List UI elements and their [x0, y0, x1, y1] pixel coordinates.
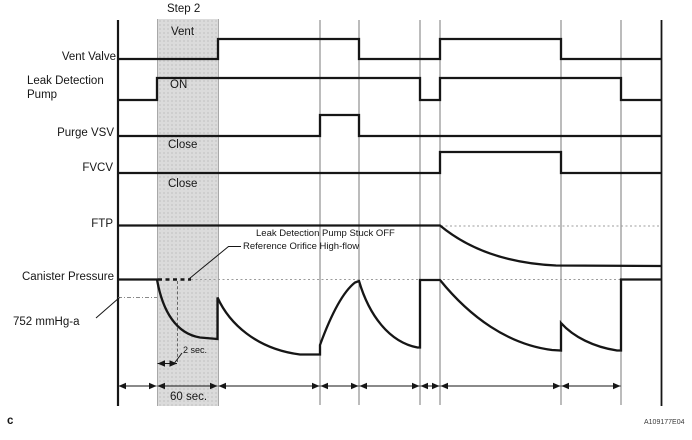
purge-close-state-label: Close	[168, 138, 198, 151]
timeline-segment-0-arrow-left	[118, 382, 126, 390]
timeline-segment-2-arrow-left	[218, 382, 226, 390]
stuck-off-leader	[189, 246, 241, 279]
row-label-vent-valve: Vent Valve	[61, 51, 116, 63]
signal-waveforms	[118, 37, 662, 356]
fvcv-waveform	[118, 150, 662, 175]
timeline-segment-3-arrow-right	[351, 382, 359, 390]
timeline-segment-3-arrow-left	[320, 382, 328, 390]
row-label-leak-detection-line1: Leak Detection	[27, 75, 104, 87]
purge-vsv-waveform	[118, 113, 662, 138]
annotation-leader-lines	[95, 246, 241, 364]
duration-2sec-label: 2 sec.	[183, 344, 208, 355]
row-label-ftp: FTP	[91, 217, 113, 230]
pump-on-state-label: ON	[170, 79, 188, 91]
row-label-leak-detection-pump: Leak Detection Pump	[27, 74, 104, 102]
step2-label: Step 2	[167, 3, 201, 15]
timeline-segment-5-arrow-right	[432, 382, 440, 390]
dim-2sec-arrow-left	[157, 360, 165, 367]
fvcv-close-state-label: Close	[168, 177, 198, 190]
2sec-leader	[174, 352, 183, 364]
dim-2sec-arrow-right	[169, 360, 177, 367]
reference-lines	[118, 225, 661, 363]
timeline-segment-2-arrow-right	[312, 382, 320, 390]
leak-detection-pump-waveform	[118, 76, 662, 102]
timeline-segment-6-arrow-left	[440, 382, 448, 390]
timeline-segment-6-arrow-right	[553, 382, 561, 390]
timeline-segment-5-arrow-left	[420, 382, 428, 390]
duration-60sec-label: 60 sec.	[170, 390, 208, 403]
row-label-purge-vsv: Purge VSV	[57, 126, 114, 139]
timeline-segment-1-arrow-right	[210, 382, 218, 390]
row-label-canister-pressure: Canister Pressure	[21, 270, 114, 283]
timeline-segment-7-arrow-right	[613, 382, 621, 390]
pressure-752-label: 752 mmHg-a	[13, 315, 80, 328]
vent-state-label: Vent	[171, 26, 195, 38]
timeline-segment-4-arrow-right	[412, 382, 420, 390]
row-label-leak-detection-line2: Pump	[27, 89, 58, 101]
stuck-off-annotation-line2: Reference Orifice High-flow	[243, 240, 360, 252]
stuck-off-annotation-line1: Leak Detection Pump Stuck OFF	[256, 228, 395, 239]
row-label-fvcv: FVCV	[82, 161, 113, 174]
figure-code: A109177E04	[644, 419, 685, 426]
p752-leader	[95, 297, 120, 319]
figure-corner-label: c	[7, 415, 14, 427]
vent-valve-waveform	[118, 37, 662, 61]
timeline-segment-4-arrow-left	[359, 382, 367, 390]
timeline-segment-1-arrow-left	[157, 382, 165, 390]
timeline-dimension-arrows	[118, 360, 621, 390]
ftp-trace	[118, 224, 662, 268]
timeline-segment-0-arrow-right	[149, 382, 157, 390]
timeline-segment-7-arrow-left	[561, 382, 569, 390]
step2-shaded-band	[157, 19, 219, 406]
canister-pressure-trace	[118, 278, 662, 356]
